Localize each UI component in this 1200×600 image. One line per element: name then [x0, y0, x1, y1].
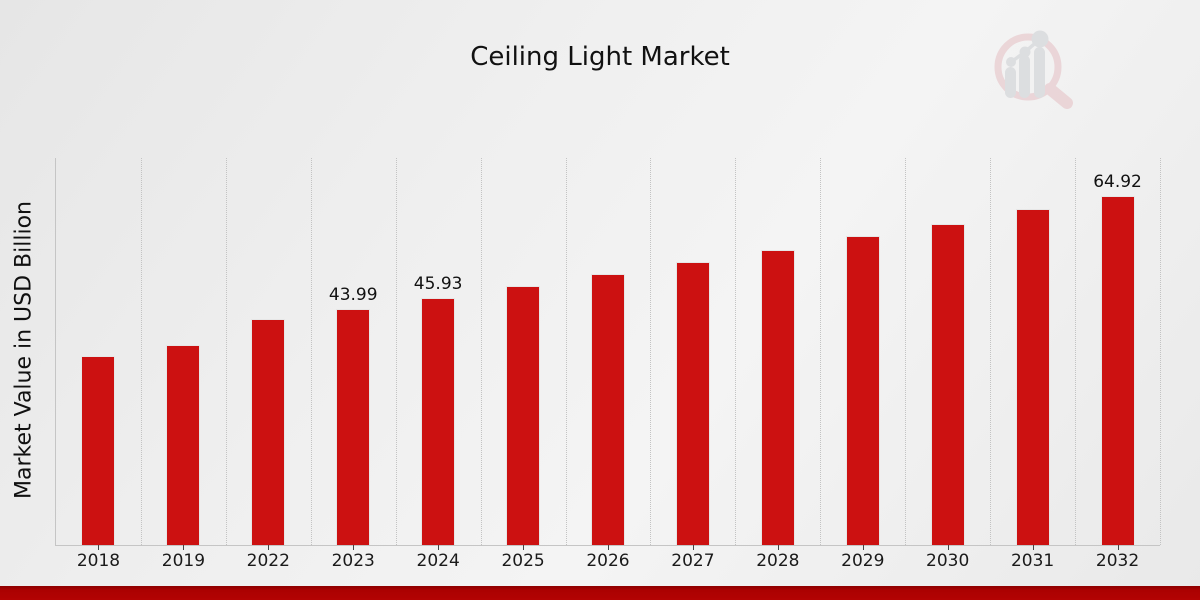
plot-area: 2018 2019 2022 43.99 2023 45.93 2024 2025 2026 20… — [55, 158, 1161, 571]
bar-2018 — [81, 355, 116, 545]
brand-logo — [990, 26, 1082, 116]
gridline — [225, 158, 227, 545]
x-axis-tick — [777, 545, 779, 550]
x-axis-label-2030: 2030 — [926, 551, 970, 571]
x-axis-label-2022: 2022 — [246, 551, 290, 571]
x-axis-tick — [438, 545, 440, 550]
gridline — [480, 158, 482, 545]
x-axis-tick — [98, 545, 100, 550]
x-axis-label-2031: 2031 — [1010, 551, 1055, 571]
bar-2030 — [930, 223, 965, 545]
footer-red-bar — [0, 586, 1200, 600]
bar-2031 — [1015, 208, 1050, 545]
gridline — [735, 158, 737, 545]
bar-value-label-2024: 45.93 — [413, 274, 463, 295]
bar-2029 — [845, 236, 880, 545]
x-axis-tick — [1117, 545, 1119, 550]
x-axis-label-2027: 2027 — [671, 551, 715, 571]
bar-2019 — [166, 345, 201, 545]
gridline — [990, 158, 992, 545]
gridline — [565, 158, 567, 545]
x-axis-label-2019: 2019 — [161, 551, 206, 571]
gridline — [1160, 158, 1161, 545]
bar-2032 — [1100, 196, 1135, 545]
x-axis-label-2025: 2025 — [501, 551, 545, 571]
x-axis-label-2032: 2032 — [1095, 551, 1140, 571]
gridline — [1075, 158, 1077, 545]
bar-2024 — [421, 298, 456, 545]
gridline — [650, 158, 652, 545]
x-axis-tick — [268, 545, 270, 550]
gridline — [395, 158, 397, 545]
bar-2026 — [591, 274, 625, 545]
y-axis-label: Market Value in USD Billion — [11, 200, 37, 500]
x-axis-label-2024: 2024 — [416, 551, 460, 571]
x-axis-tick — [183, 545, 185, 550]
x-axis-label-2018: 2018 — [76, 551, 121, 571]
bar-2027 — [675, 261, 710, 545]
chart-title: Ceiling Light Market — [470, 42, 730, 72]
x-axis-tick — [862, 545, 864, 550]
magnifier-bar-chart-logo-icon — [994, 30, 1073, 109]
bar-2023 — [336, 308, 371, 545]
gridline — [140, 158, 142, 545]
x-axis-label-2028: 2028 — [756, 551, 800, 571]
x-axis-tick — [523, 545, 525, 550]
x-axis-tick — [608, 545, 609, 550]
x-axis-label-2029: 2029 — [841, 551, 885, 571]
x-axis-label-2026: 2026 — [586, 551, 630, 571]
bar-2025 — [506, 285, 541, 545]
x-axis-tick — [947, 545, 949, 550]
x-axis-tick — [353, 545, 355, 550]
gridline — [905, 158, 907, 545]
x-axis-tick — [1032, 545, 1034, 550]
x-axis-tick — [692, 545, 694, 550]
bar-value-label-2023: 43.99 — [328, 284, 378, 305]
bar-2028 — [760, 249, 795, 545]
gridline — [310, 158, 312, 545]
bar-2022 — [251, 318, 286, 545]
x-axis-label-2023: 2023 — [331, 551, 375, 571]
gridline — [820, 158, 822, 545]
bar-value-label-2032: 64.92 — [1093, 172, 1142, 193]
